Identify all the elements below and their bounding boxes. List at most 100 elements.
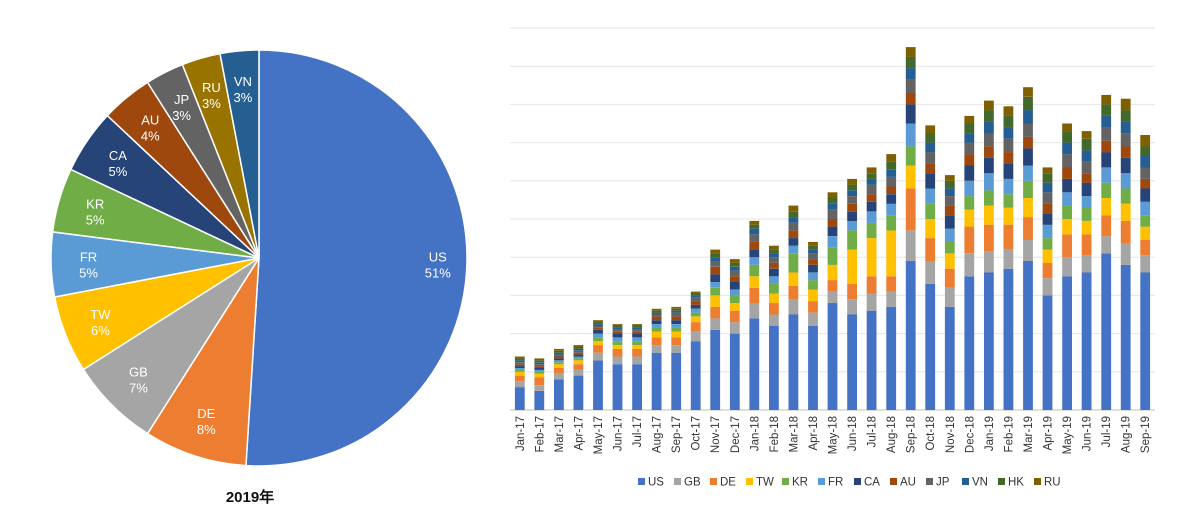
- bar-segment-fr-jan-18: [749, 257, 760, 265]
- bar-segment-jp-mar-19: [1023, 123, 1033, 137]
- bar-segment-ru-may-19: [1062, 123, 1072, 132]
- bar-segment-hk-feb-17: [534, 360, 545, 363]
- bar-segment-hk-sep-18: [905, 56, 916, 69]
- x-tick-label: Jan-17: [515, 416, 527, 451]
- bar-segment-kr-feb-17: [534, 371, 545, 374]
- bar-segment-kr-oct-17: [690, 312, 701, 317]
- bar-segment-us-mar-19: [1023, 261, 1033, 410]
- bar-segment-hk-aug-18: [886, 161, 897, 170]
- bar-segment-gb-mar-17: [554, 373, 564, 380]
- bar-segment-fr-feb-19: [1003, 178, 1014, 195]
- bar-segment-kr-sep-18: [905, 146, 916, 166]
- bar-segment-fr-may-19: [1062, 192, 1072, 206]
- bar-segment-jp-aug-18: [886, 177, 897, 187]
- bar-segment-ru-aug-19: [1120, 98, 1131, 111]
- legend-swatch-fr: [818, 478, 825, 485]
- bar-segment-fr-jun-17: [612, 337, 623, 342]
- bar-segment-gb-oct-17: [690, 331, 701, 342]
- bar-segment-fr-sep-18: [905, 123, 916, 147]
- bar-segment-ca-apr-17: [573, 354, 584, 357]
- bar-segment-kr-apr-18: [808, 280, 818, 290]
- bar-segment-ru-sep-18: [905, 47, 916, 57]
- bar-segment-us-oct-17: [690, 341, 701, 410]
- pie-label-tw: TW: [90, 307, 111, 322]
- stacked-bar-chart: Jan-17 Feb-17 Mar-17 Apr-17 May-17 Jun-17 Jul-…: [500, 0, 1179, 524]
- bar-segment-gb-oct-18: [925, 261, 936, 284]
- bar-segment-jp-jan-17: [514, 362, 525, 365]
- bar-segment-ru-nov-17: [710, 249, 721, 254]
- bar-segment-ca-jan-17: [514, 366, 525, 368]
- bar-segment-jp-mar-18: [788, 222, 799, 231]
- bar-segment-fr-aug-19: [1120, 173, 1131, 189]
- bar-segment-jp-sep-17: [671, 312, 682, 317]
- bar-segment-ca-aug-19: [1120, 157, 1131, 174]
- bar-segment-hk-sep-17: [671, 308, 682, 311]
- bar-segment-gb-aug-17: [651, 345, 662, 353]
- bar-segment-hk-jul-19: [1101, 104, 1112, 116]
- bar-segment-hk-jul-17: [632, 326, 642, 328]
- bar-segment-tw-may-17: [593, 341, 603, 345]
- bar-segment-kr-mar-19: [1023, 180, 1033, 198]
- bar-segment-kr-jul-17: [632, 341, 642, 345]
- bar-segment-gb-jul-18: [866, 293, 877, 311]
- bar-segment-de-aug-18: [886, 276, 897, 292]
- bar-segment-vn-feb-19: [1003, 127, 1014, 139]
- bar-segment-jp-may-17: [593, 326, 603, 328]
- x-tick-label: Apr-18: [808, 416, 820, 451]
- bar-segment-hk-jun-19: [1081, 138, 1092, 151]
- x-tick-label: Jun-17: [613, 416, 625, 451]
- bar-segment-us-aug-17: [651, 352, 662, 410]
- bar-segment-vn-jan-19: [984, 121, 994, 134]
- bar-segment-ru-jul-19: [1101, 94, 1112, 105]
- bar-segment-tw-may-18: [827, 264, 838, 281]
- bar-segment-au-aug-17: [651, 316, 662, 321]
- bar-segment-fr-nov-18: [944, 228, 955, 242]
- bar-segment-jp-oct-18: [925, 152, 936, 164]
- bar-segment-de-may-18: [827, 280, 838, 292]
- bar-segment-ca-jul-19: [1101, 152, 1112, 168]
- bar-segment-us-jan-19: [984, 272, 994, 410]
- bar-segment-us-jun-17: [612, 364, 623, 410]
- bar-segment-ca-jan-18: [749, 249, 760, 258]
- bar-segment-hk-apr-19: [1042, 173, 1053, 183]
- bar-segment-jp-jul-19: [1101, 127, 1112, 141]
- legend-label-de: DE: [720, 477, 736, 489]
- bar-segment-kr-mar-17: [554, 362, 564, 365]
- bar-segment-hk-sep-19: [1140, 146, 1151, 156]
- bar-segment-vn-aug-19: [1120, 121, 1131, 134]
- x-tick-label: Jul-19: [1101, 416, 1113, 447]
- legend-label-fr: FR: [828, 477, 843, 489]
- pie-label-ru: RU: [202, 80, 221, 95]
- bar-segment-hk-jun-18: [847, 184, 857, 191]
- bar-segment-ru-nov-18: [944, 175, 955, 181]
- bar-segment-kr-jan-17: [514, 369, 525, 372]
- x-tick-label: Aug-17: [652, 416, 664, 453]
- legend-label-us: US: [648, 477, 664, 489]
- bar-segment-de-jan-18: [749, 287, 760, 304]
- bar-segment-ca-oct-18: [925, 173, 936, 189]
- x-tick-label: Dec-17: [730, 416, 742, 453]
- bar-segment-ca-jun-17: [612, 333, 623, 338]
- bar-segment-jp-apr-17: [573, 350, 584, 353]
- pie-label-us: US: [429, 250, 447, 265]
- pie-slice-vn: [219, 49, 260, 259]
- bar-segment-tw-sep-19: [1140, 226, 1151, 240]
- bar-segment-us-may-19: [1062, 276, 1072, 410]
- bar-segment-gb-feb-17: [534, 385, 545, 391]
- bar-segment-ru-mar-19: [1023, 87, 1033, 97]
- bar-segment-us-apr-18: [808, 326, 818, 410]
- bar-segment-gb-feb-18: [769, 314, 779, 326]
- bar-segment-us-jun-19: [1081, 272, 1092, 410]
- bar-segment-jp-may-18: [827, 209, 838, 219]
- bar-segment-au-oct-17: [690, 301, 701, 305]
- x-tick-label: Mar-18: [788, 416, 800, 452]
- x-tick-label: Aug-19: [1121, 416, 1133, 453]
- pie-value-de: 8%: [197, 422, 216, 437]
- bar-segment-au-aug-19: [1120, 146, 1131, 158]
- bar-segment-vn-jan-17: [514, 360, 525, 363]
- bar-segment-fr-oct-17: [690, 308, 701, 313]
- bar-segment-hk-mar-18: [788, 211, 799, 218]
- bar-segment-hk-feb-18: [769, 249, 779, 254]
- bar-segment-tw-aug-17: [651, 331, 662, 338]
- bar-segment-ru-jan-19: [984, 100, 994, 111]
